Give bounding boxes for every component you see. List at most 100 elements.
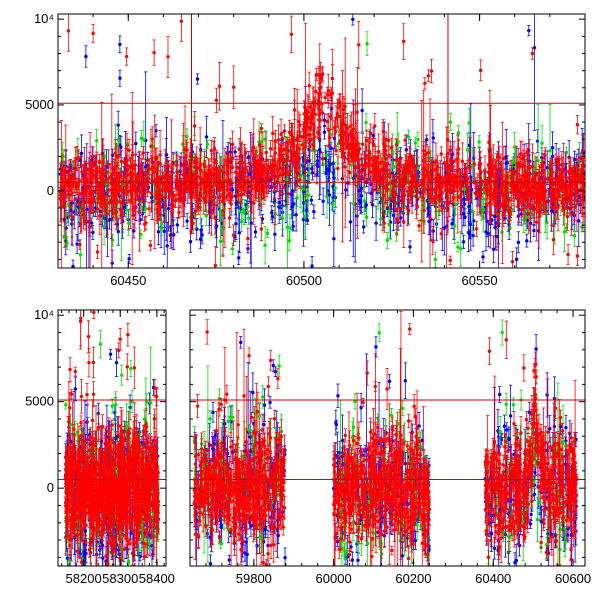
data-point — [535, 139, 540, 143]
data-point — [199, 147, 203, 152]
data-point — [332, 176, 337, 180]
data-point — [195, 77, 200, 81]
data-point — [540, 141, 544, 145]
data-point — [230, 247, 235, 251]
data-point — [277, 200, 281, 205]
data-point — [329, 146, 333, 151]
data-point — [310, 167, 314, 171]
data-point — [472, 162, 477, 166]
data-point — [150, 137, 154, 141]
data-point — [453, 224, 457, 228]
data-point — [204, 214, 208, 218]
data-point — [406, 135, 411, 139]
data-point — [490, 218, 494, 222]
data-point — [116, 138, 121, 143]
data-point — [116, 123, 120, 127]
data-point — [493, 226, 498, 230]
data-point — [84, 54, 88, 59]
data-point — [107, 201, 112, 205]
data-point — [416, 137, 420, 142]
data-point — [294, 213, 298, 217]
data-point — [119, 173, 123, 178]
data-point — [461, 212, 466, 216]
data-point — [348, 220, 353, 224]
data-point — [370, 203, 375, 207]
data-point — [273, 232, 277, 236]
data-point — [344, 188, 348, 192]
data-point — [481, 255, 485, 259]
data-point — [359, 194, 364, 198]
data-point — [361, 225, 366, 229]
data-point — [94, 138, 99, 143]
data-point — [91, 31, 95, 36]
data-point — [315, 164, 320, 169]
data-point — [465, 148, 470, 152]
data-point — [456, 131, 461, 135]
data-point — [291, 224, 295, 229]
data-point — [486, 231, 491, 236]
data-point — [331, 202, 335, 207]
data-point — [327, 193, 332, 197]
data-point — [300, 186, 304, 190]
data-point — [507, 222, 511, 227]
data-point — [359, 187, 363, 191]
data-point — [562, 230, 567, 234]
data-point — [181, 142, 185, 146]
data-point — [312, 209, 316, 214]
data-point — [268, 147, 273, 151]
data-point — [374, 221, 378, 225]
data-point — [159, 226, 164, 231]
data-point — [462, 202, 467, 206]
data-point — [98, 209, 102, 214]
data-point — [279, 205, 283, 210]
data-point — [452, 159, 456, 164]
data-point — [328, 132, 333, 137]
data-point — [545, 166, 549, 170]
data-point — [485, 219, 489, 224]
data-point — [285, 178, 289, 182]
data-point — [126, 217, 131, 222]
data-point — [389, 183, 393, 188]
data-point — [437, 209, 441, 213]
data-point — [64, 213, 68, 217]
data-point — [309, 198, 314, 202]
data-point — [75, 242, 79, 246]
data-point — [166, 206, 171, 211]
data-point — [110, 153, 115, 158]
data-point — [76, 199, 80, 203]
data-point — [333, 186, 337, 190]
data-point — [525, 239, 529, 243]
data-point — [360, 108, 364, 113]
data-point — [205, 142, 210, 147]
data-point — [149, 144, 153, 148]
data-point — [325, 195, 329, 199]
data-point — [91, 230, 95, 235]
data-point — [95, 207, 100, 211]
data-point — [204, 135, 209, 139]
data-point — [73, 206, 78, 210]
data-point — [495, 154, 500, 159]
data-point — [305, 194, 309, 198]
data-point — [259, 140, 263, 144]
data-point — [119, 188, 124, 192]
data-point — [307, 159, 311, 163]
data-point — [322, 130, 327, 134]
data-point — [214, 224, 219, 228]
data-point — [413, 141, 418, 145]
data-point — [242, 210, 246, 214]
data-point — [385, 238, 389, 243]
data-point — [102, 224, 106, 229]
data-point — [385, 206, 390, 211]
data-point — [263, 243, 267, 247]
data-point — [577, 219, 581, 223]
data-point — [321, 199, 325, 204]
data-point — [172, 233, 176, 237]
data-point — [248, 195, 253, 199]
data-point — [365, 42, 369, 46]
data-point — [364, 203, 369, 207]
data-point — [118, 76, 122, 80]
data-point — [467, 121, 471, 125]
data-point — [417, 224, 421, 228]
data-point — [307, 171, 311, 175]
data-point — [364, 215, 369, 220]
